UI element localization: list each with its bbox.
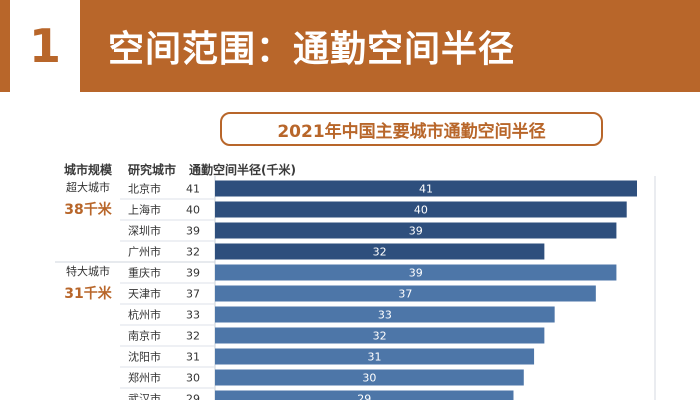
bar-data-label: 32 bbox=[373, 246, 387, 259]
bar bbox=[215, 306, 555, 323]
bar bbox=[215, 180, 637, 197]
bar-data-label: 32 bbox=[373, 330, 387, 343]
city-label: 深圳市 bbox=[128, 224, 161, 238]
radius-value: 32 bbox=[186, 330, 200, 343]
bar bbox=[215, 201, 627, 218]
city-label: 天津市 bbox=[128, 287, 161, 301]
city-label: 杭州市 bbox=[128, 308, 161, 322]
city-label: 广州市 bbox=[128, 245, 161, 259]
city-label: 北京市 bbox=[128, 182, 161, 196]
header-city-scale: 城市规模 bbox=[64, 163, 113, 177]
radius-value: 33 bbox=[186, 309, 200, 322]
bar-data-label: 39 bbox=[409, 267, 423, 280]
radius-value: 40 bbox=[186, 204, 200, 217]
tier-label: 超大城市 bbox=[66, 180, 110, 194]
header-research-city: 研究城市 bbox=[128, 163, 177, 177]
radius-value: 31 bbox=[186, 351, 200, 364]
city-label: 南京市 bbox=[128, 329, 161, 343]
bar bbox=[215, 285, 596, 302]
bar-data-label: 30 bbox=[362, 372, 376, 385]
chart-title: 2021年中国主要城市通勤空间半径 bbox=[220, 112, 603, 146]
radius-value: 30 bbox=[186, 372, 200, 385]
bar-data-label: 31 bbox=[368, 351, 382, 364]
city-label: 上海市 bbox=[128, 203, 161, 217]
bar bbox=[215, 348, 535, 365]
bar bbox=[215, 222, 617, 239]
city-label: 郑州市 bbox=[128, 371, 161, 385]
bar-data-label: 37 bbox=[398, 288, 412, 301]
city-label: 武汉市 bbox=[128, 392, 161, 400]
bar bbox=[215, 390, 514, 400]
radius-value: 32 bbox=[186, 246, 200, 259]
bar-data-label: 39 bbox=[409, 225, 423, 238]
bar bbox=[215, 327, 545, 344]
tier-avg-radius: 31千米 bbox=[64, 285, 112, 302]
bar bbox=[215, 264, 617, 281]
bar-data-label: 41 bbox=[419, 183, 433, 196]
bar-data-label: 33 bbox=[378, 309, 392, 322]
section-number: 1 bbox=[10, 0, 80, 92]
tier-avg-radius: 38千米 bbox=[64, 201, 112, 218]
bar-data-label: 40 bbox=[414, 204, 428, 217]
city-label: 重庆市 bbox=[128, 266, 161, 280]
tier-label: 特大城市 bbox=[66, 264, 110, 278]
radius-value: 37 bbox=[186, 288, 200, 301]
header-banner: 1 空间范围：通勤空间半径 bbox=[0, 0, 700, 92]
bar-data-label: 29 bbox=[357, 393, 371, 400]
radius-value: 39 bbox=[186, 225, 200, 238]
radius-value: 41 bbox=[186, 183, 200, 196]
radius-value: 39 bbox=[186, 267, 200, 280]
city-label: 沈阳市 bbox=[128, 350, 161, 364]
bar bbox=[215, 243, 545, 260]
header-commute-radius: 通勤空间半径(千米) bbox=[189, 163, 296, 177]
radius-value: 29 bbox=[186, 393, 200, 400]
bar bbox=[215, 369, 524, 386]
section-title: 空间范围：通勤空间半径 bbox=[108, 29, 516, 70]
